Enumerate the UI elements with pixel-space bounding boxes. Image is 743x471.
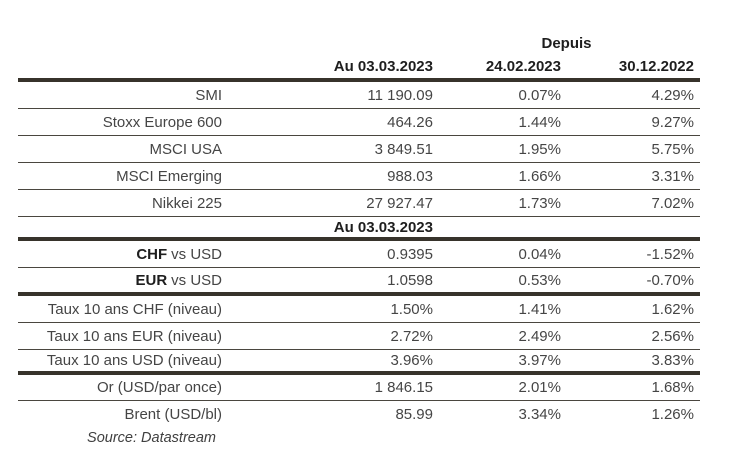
value-since-2: 1.68% <box>651 379 694 396</box>
table-row-stoxx: Stoxx Europe 600 464.26 1.44% 9.27% <box>18 109 700 136</box>
value-since-2: 5.75% <box>651 140 694 158</box>
value-current: 3.96% <box>390 352 433 369</box>
row-label: MSCI USA <box>149 140 222 158</box>
value-since-1: 1.41% <box>518 300 561 318</box>
table-row-msci-usa: MSCI USA 3 849.51 1.95% 5.75% <box>18 136 700 163</box>
row-label: Taux 10 ans EUR (niveau) <box>46 327 222 345</box>
value-since-1: 2.01% <box>518 379 561 396</box>
value-since-2: 9.27% <box>651 113 694 131</box>
value-since-1: 2.49% <box>518 327 561 345</box>
table-row-chf-usd: CHF vs USD 0.9395 0.04% -1.52% <box>18 241 700 268</box>
row-label: Brent (USD/bl) <box>124 405 222 423</box>
table-row-brent: Brent (USD/bl) 85.99 3.34% 1.26% <box>18 401 700 427</box>
source-label: Source: Datastream <box>87 430 216 446</box>
depuis-header-row: Depuis <box>18 33 700 54</box>
value-current: 1.50% <box>390 300 433 318</box>
depuis-label: Depuis <box>541 35 592 52</box>
value-since-1: 3.34% <box>518 405 561 423</box>
row-label: CHF vs USD <box>18 246 230 263</box>
table-row-msci-emerging: MSCI Emerging 988.03 1.66% 3.31% <box>18 163 700 190</box>
value-current: 0.9395 <box>387 245 433 263</box>
value-since-2: -0.70% <box>646 271 694 289</box>
value-since-1: 0.53% <box>518 271 561 289</box>
value-since-1: 0.04% <box>518 245 561 263</box>
section-header-row: Au 03.03.2023 <box>18 217 700 241</box>
table-row-taux-usd: Taux 10 ans USD (niveau) 3.96% 3.97% 3.8… <box>18 350 700 375</box>
value-since-1: 0.07% <box>518 86 561 104</box>
value-since-1: 1.73% <box>518 194 561 212</box>
row-label: SMI <box>195 86 222 104</box>
value-since-2: 1.26% <box>651 405 694 423</box>
table-row-eur-usd: EUR vs USD 1.0598 0.53% -0.70% <box>18 268 700 296</box>
currency-code: EUR <box>135 271 168 289</box>
source-row: Source: Datastream <box>18 427 700 449</box>
column-header-current: Au 03.03.2023 <box>333 57 433 75</box>
value-current: 27 927.47 <box>366 194 433 212</box>
row-label: MSCI Emerging <box>116 167 222 185</box>
value-current: 2.72% <box>390 327 433 345</box>
value-current: 988.03 <box>387 167 433 185</box>
value-since-2: 3.83% <box>651 352 694 369</box>
value-since-1: 1.66% <box>518 167 561 185</box>
value-since-2: 7.02% <box>651 194 694 212</box>
value-since-2: 4.29% <box>651 86 694 104</box>
row-label: Or (USD/par once) <box>96 379 222 396</box>
row-label: Stoxx Europe 600 <box>102 113 222 131</box>
value-current: 85.99 <box>395 405 433 423</box>
column-header-since-1: 24.02.2023 <box>485 57 561 75</box>
value-current: 464.26 <box>387 113 433 131</box>
row-label: Taux 10 ans CHF (niveau) <box>47 300 222 318</box>
table-row-nikkei: Nikkei 225 27 927.47 1.73% 7.02% <box>18 190 700 217</box>
row-label: Nikkei 225 <box>151 194 222 212</box>
value-current: 11 190.09 <box>367 86 433 104</box>
table-row-taux-chf: Taux 10 ans CHF (niveau) 1.50% 1.41% 1.6… <box>18 296 700 323</box>
value-since-2: 2.56% <box>651 327 694 345</box>
currency-code: CHF <box>136 245 168 263</box>
section-header-label: Au 03.03.2023 <box>333 218 433 236</box>
row-label: EUR vs USD <box>18 272 230 289</box>
table-row-taux-eur: Taux 10 ans EUR (niveau) 2.72% 2.49% 2.5… <box>18 323 700 350</box>
currency-pair-rest: vs USD <box>171 245 222 263</box>
currency-pair-rest: vs USD <box>171 271 222 289</box>
market-data-table: Depuis Au 03.03.2023 24.02.2023 30.12.20… <box>18 33 700 449</box>
value-current: 1 846.15 <box>374 379 433 396</box>
column-header-row: Au 03.03.2023 24.02.2023 30.12.2022 <box>18 54 700 82</box>
value-since-1: 1.44% <box>518 113 561 131</box>
table-row-smi: SMI 11 190.09 0.07% 4.29% <box>18 82 700 109</box>
value-since-1: 1.95% <box>518 140 561 158</box>
value-since-2: 3.31% <box>651 167 694 185</box>
value-since-1: 3.97% <box>518 352 561 369</box>
value-current: 1.0598 <box>387 271 433 289</box>
table-row-or: Or (USD/par once) 1 846.15 2.01% 1.68% <box>18 375 700 401</box>
row-label: Taux 10 ans USD (niveau) <box>46 352 222 369</box>
column-header-since-2: 30.12.2022 <box>618 57 694 75</box>
value-since-2: 1.62% <box>651 300 694 318</box>
value-current: 3 849.51 <box>374 140 433 158</box>
value-since-2: -1.52% <box>646 245 694 263</box>
